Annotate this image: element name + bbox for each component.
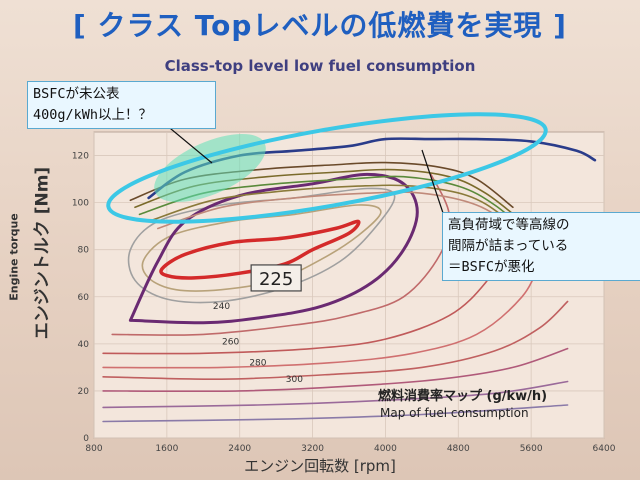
- y-tick-label: 20: [78, 387, 90, 397]
- callout-bsfc-unpublished: BSFCが未公表 400g/kWh以上！？: [27, 81, 216, 129]
- contour-225: [159, 219, 361, 280]
- page-subtitle: Class-top level low fuel consumption: [164, 57, 476, 75]
- callout-leader-right: [421, 149, 446, 220]
- y-tick-label: 120: [72, 152, 89, 162]
- map-title: 燃料消費率マップ (g/kw/h): [378, 389, 548, 404]
- x-tick-label: 5600: [520, 444, 543, 454]
- y-axis-label-en: Engine torque: [7, 213, 21, 301]
- y-tick-label: 80: [78, 246, 90, 256]
- map-subtitle: Map of fuel consumption: [380, 406, 529, 420]
- contour-360: [102, 404, 569, 423]
- callout-line: ＝BSFCが悪化: [448, 259, 535, 275]
- callout-line: 400g/kWh以上！？: [33, 107, 153, 123]
- x-axis-label: エンジン回転数 [rpm]: [244, 457, 396, 475]
- callout-line: 高負荷域で等高線の: [448, 217, 570, 233]
- contour-label: 280: [249, 359, 266, 369]
- annotation-layer: [106, 112, 548, 224]
- contour-label: 300: [286, 375, 303, 385]
- contour-260: [102, 248, 505, 355]
- x-tick-label: 800: [85, 444, 102, 454]
- contour-230: [141, 204, 382, 292]
- y-tick-label: 100: [72, 199, 89, 209]
- contour-270: [102, 260, 542, 369]
- x-tick-label: 3200: [301, 444, 324, 454]
- x-tick-label: 4800: [447, 444, 470, 454]
- page-title: [ クラス Topレベルの低燃費を実現 ]: [73, 9, 567, 42]
- grid-layer: [93, 132, 605, 439]
- contour-235: [127, 187, 396, 304]
- contour-330: [102, 380, 569, 409]
- y-tick-label: 0: [83, 434, 89, 444]
- x-tick-label: 1600: [155, 444, 178, 454]
- x-tick-label: 4000: [374, 444, 397, 454]
- callout-leader-left: [164, 123, 213, 164]
- contour-label: 260: [222, 337, 239, 347]
- contour-label: 225: [259, 269, 293, 290]
- contour-labels: 225 240 260 280 300: [213, 264, 303, 385]
- callout-contour-spacing: 高負荷域で等高線の 間隔が詰まっている ＝BSFCが悪化: [442, 212, 640, 281]
- y-tick-label: 60: [78, 293, 90, 303]
- y-tick-label: 40: [78, 340, 90, 350]
- x-tick-label: 2400: [228, 444, 251, 454]
- tick-labels: 800 1600 2400 3200 4000 4800 5600 6400 0 20 40 60 80…: [72, 152, 616, 454]
- callout-line: 間隔が詰まっている: [448, 238, 569, 254]
- unpublished-zone: [154, 133, 266, 203]
- contour-label-box: [250, 264, 302, 292]
- x-tick-label: 6400: [593, 444, 616, 454]
- y-axis-label: エンジントルク [Nm]: [32, 166, 53, 340]
- contour-280: [102, 300, 569, 381]
- contour-300: [102, 347, 569, 393]
- contour-label: 240: [213, 302, 230, 312]
- callout-line: BSFCが未公表: [33, 86, 120, 102]
- high-load-highlight: [106, 112, 548, 224]
